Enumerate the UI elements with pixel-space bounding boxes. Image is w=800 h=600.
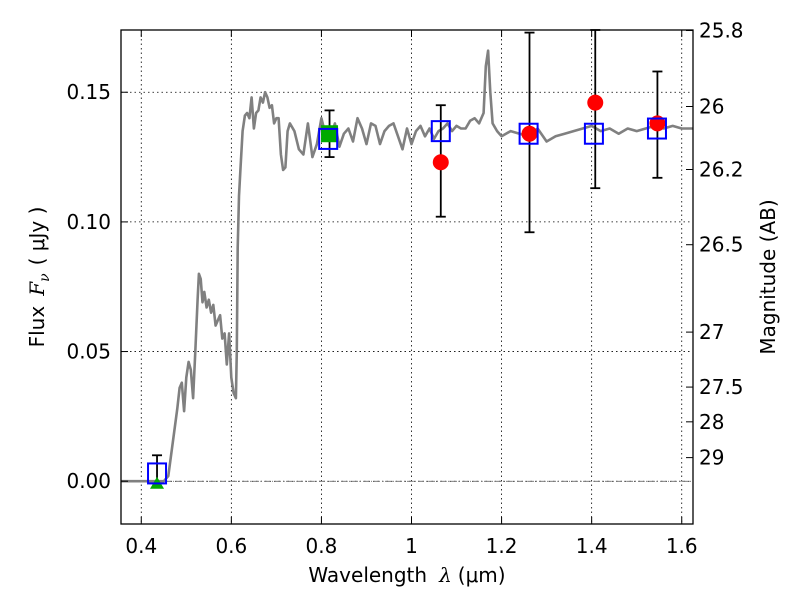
x-tick-label: 1.6 [666,534,698,558]
observed-photometry-point [587,94,604,111]
y2-tick-label: 25.8 [699,19,744,43]
y-tick-label: 0.00 [66,469,111,493]
y2-tick-label: 27 [699,320,724,344]
model-photometry-point [646,117,667,140]
model-photometry-point [583,122,604,145]
model-photometry-point [518,122,539,145]
y-axis-label: FluxFν( μJy ) [25,207,53,348]
axis-ticks: 0.4 0.6 0.8 1 1.2 1.4 1.6 0.00 0.05 0.10 0.15 25.8 2… [66,19,743,558]
x-tick-label: 1.4 [576,534,608,558]
plot-frame [120,29,694,525]
observed-photometry-point [521,125,538,142]
x-tick-label: 0.4 [125,534,157,558]
x-tick-label: 0.6 [215,534,247,558]
x-axis-label: Wavelength λ (μm) [308,563,505,587]
y2-tick-label: 26.5 [699,233,744,257]
model-photometry-point [430,120,451,143]
y2-tick-label: 26.2 [699,158,744,182]
y2-tick-label: 28 [699,410,724,434]
grid-lines [121,30,693,524]
observed-photometry-point [432,154,449,171]
x-tick-label: 1 [405,534,418,558]
y2-tick-label: 29 [699,446,724,470]
y2-axis-label: Magnitude (AB) [756,199,780,354]
x-tick-label: 1.2 [486,534,518,558]
model-photometry-point [147,462,168,485]
observed-photometry-point [649,115,666,132]
x-tick-label: 0.8 [306,534,338,558]
y-tick-label: 0.05 [66,340,111,364]
y2-tick-label: 27.5 [699,375,744,399]
sed-curve-line [121,49,693,483]
y-tick-label: 0.15 [66,80,111,104]
y2-tick-label: 26 [699,94,724,118]
y-tick-label: 0.10 [66,210,111,234]
model-photometry-point [318,127,339,150]
